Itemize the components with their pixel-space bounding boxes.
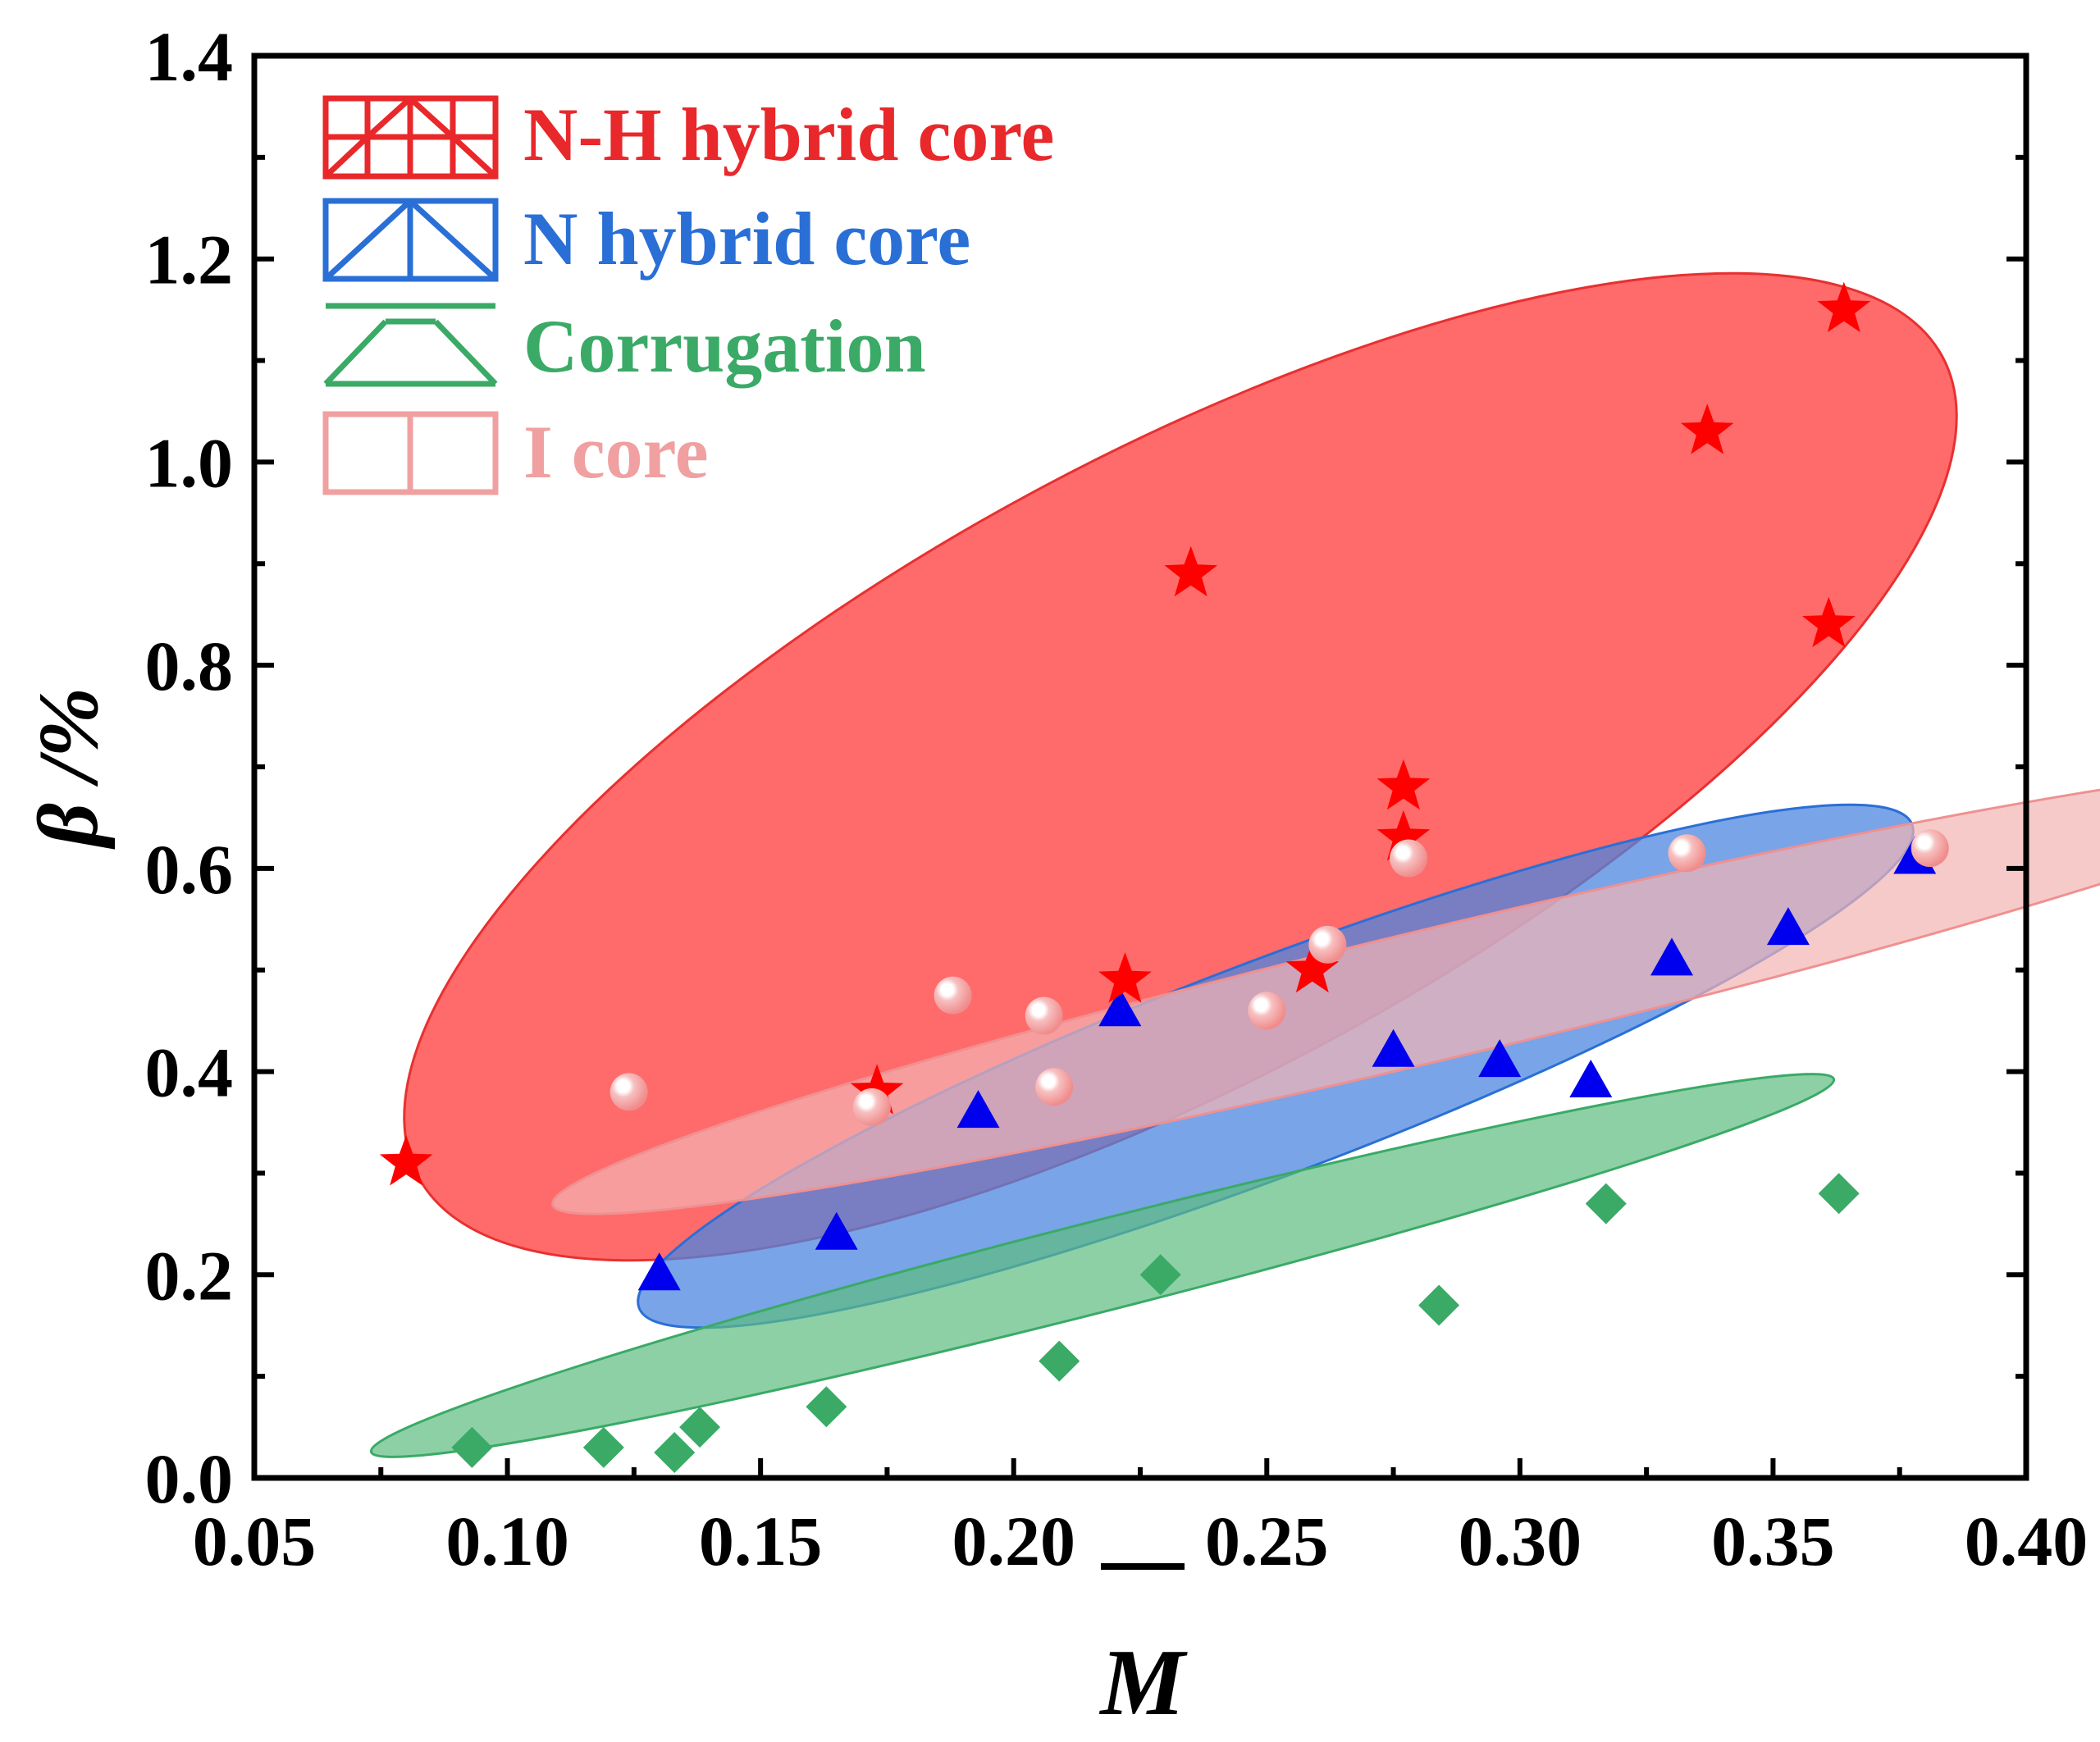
point-corrugation (806, 1386, 847, 1428)
axis-ticks (252, 53, 2029, 1480)
y-tick-label: 0.0 (145, 1439, 234, 1518)
point-n-h-hybrid-core (1285, 942, 1340, 993)
point-n-h-hybrid-core (1376, 759, 1431, 810)
point-n-hybrid-core (637, 1252, 681, 1291)
data-points (379, 281, 1949, 1474)
point-n-h-hybrid-core (1164, 545, 1218, 597)
y-tick-label: 0.6 (145, 830, 234, 909)
legend-label-corrugation: Corrugation (523, 304, 926, 388)
point-n-hybrid-core (1478, 1039, 1522, 1078)
point-n-h-hybrid-core (1802, 596, 1856, 648)
x-tick-labels: 0.05 0.10 0.15 0.20 0.25 0.30 0.35 0.40 (193, 1502, 2089, 1580)
point-corrugation (1418, 1284, 1460, 1326)
point-i-core (1911, 829, 1949, 868)
y-axis-title: β /% (21, 687, 116, 850)
legend-swatch-i-core (322, 411, 499, 495)
region-corrugation (369, 1073, 1836, 1458)
point-i-core (1390, 839, 1428, 878)
y-tick-label: 0.8 (145, 627, 234, 705)
legend-swatch-n-hybrid-core (322, 198, 499, 282)
y-tick-labels: 0.0 0.2 0.4 0.6 0.8 1.0 1.2 1.4 (145, 17, 234, 1518)
y-tick-label: 1.0 (145, 423, 234, 502)
x-axis-title-text: M (1098, 1630, 1188, 1735)
point-i-core (609, 1073, 648, 1111)
x-axis-title: M (1098, 1563, 1188, 1735)
legend-label-n-h-hybrid-core: N-H hybrid core (523, 93, 1054, 176)
point-corrugation (654, 1432, 696, 1474)
point-i-core (1035, 1068, 1074, 1106)
legend-label-n-hybrid-core: N hybrid core (523, 197, 970, 280)
x-tick-label: 0.15 (699, 1502, 823, 1580)
x-tick-label: 0.10 (445, 1502, 569, 1580)
point-n-hybrid-core (1569, 1059, 1613, 1097)
point-n-h-hybrid-core (1376, 809, 1431, 861)
point-n-hybrid-core (1766, 907, 1810, 946)
point-i-core (1308, 925, 1347, 964)
point-n-hybrid-core (815, 1211, 858, 1250)
x-tick-label: 0.40 (1965, 1502, 2089, 1580)
point-n-h-hybrid-core (1098, 952, 1152, 1003)
x-tick-label: 0.30 (1459, 1502, 1582, 1580)
legend: N-H hybrid core N hybrid core Corrugatio… (322, 93, 1054, 495)
point-n-h-hybrid-core (1680, 404, 1734, 454)
cluster-regions (369, 271, 2100, 1458)
point-corrugation (1818, 1173, 1860, 1215)
y-tick-label: 1.4 (145, 17, 234, 96)
point-corrugation (1039, 1340, 1080, 1382)
x-tick-label: 0.20 (952, 1502, 1075, 1580)
point-corrugation (582, 1426, 624, 1468)
y-tick-label: 1.2 (145, 221, 234, 299)
x-tick-label: 0.35 (1711, 1502, 1835, 1580)
point-n-hybrid-core (1372, 1028, 1415, 1067)
point-i-core (934, 976, 972, 1015)
point-i-core (1248, 992, 1286, 1030)
point-corrugation (679, 1407, 721, 1448)
point-i-core (1668, 834, 1706, 873)
point-corrugation (1139, 1254, 1181, 1296)
x-tick-label: 0.25 (1205, 1502, 1329, 1580)
point-i-core (852, 1088, 891, 1126)
point-n-hybrid-core (956, 1090, 1000, 1129)
legend-swatch-corrugation (323, 303, 498, 387)
point-n-hybrid-core (1098, 988, 1142, 1027)
legend-swatch-n-h-hybrid-core (322, 95, 499, 180)
point-corrugation (1585, 1183, 1627, 1224)
point-n-hybrid-core (1650, 937, 1693, 976)
point-n-h-hybrid-core (1817, 281, 1871, 333)
region-i-core (551, 764, 2100, 1215)
point-corrugation (451, 1426, 493, 1468)
x-tick-label: 0.05 (193, 1502, 317, 1580)
point-i-core (1025, 996, 1063, 1035)
y-tick-label: 0.4 (145, 1033, 234, 1112)
legend-label-i-core: I core (523, 410, 709, 494)
point-n-h-hybrid-core (379, 1135, 433, 1186)
y-tick-label: 0.2 (145, 1236, 234, 1315)
